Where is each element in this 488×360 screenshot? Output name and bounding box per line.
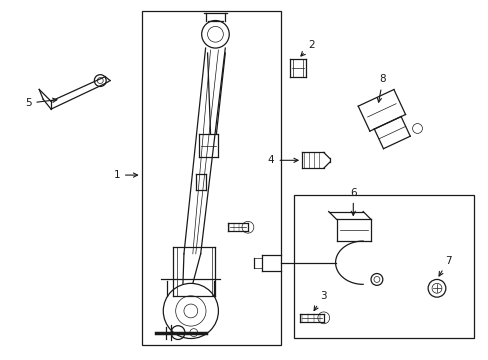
Text: 3: 3 [313, 291, 326, 311]
Text: 8: 8 [377, 75, 386, 102]
Text: 2: 2 [300, 40, 314, 56]
Bar [142, 11, 281, 345]
Text: 7: 7 [438, 256, 450, 276]
Text: 6: 6 [349, 188, 356, 215]
Bar [294, 195, 473, 338]
Text: 4: 4 [267, 155, 298, 165]
Text: 1: 1 [113, 170, 137, 180]
Text: 5: 5 [25, 98, 57, 108]
